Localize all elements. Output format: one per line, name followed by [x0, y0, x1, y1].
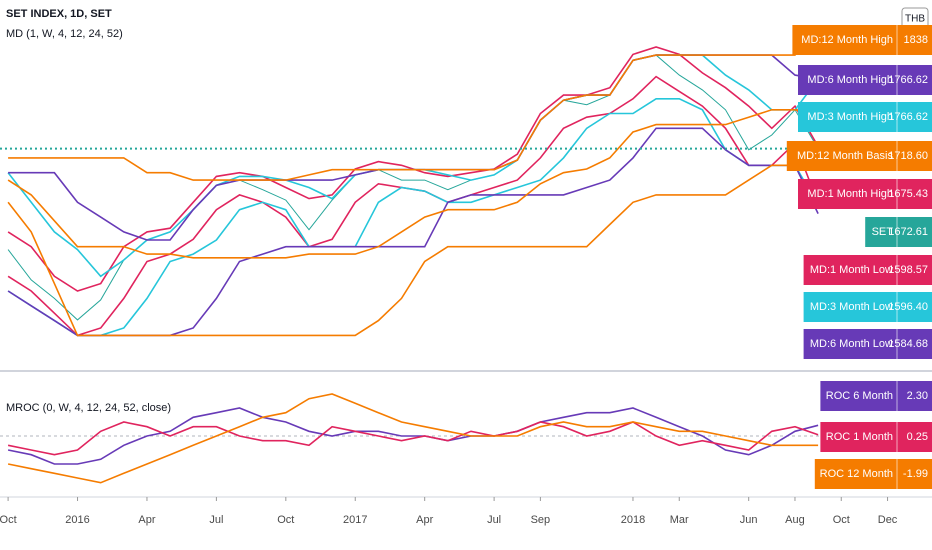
x-tick-label: Dec	[878, 514, 898, 526]
x-tick-label: Oct	[833, 514, 850, 526]
x-tick-label: Apr	[416, 514, 433, 526]
label-name: MD:1 Month High	[807, 188, 893, 200]
currency: THB	[905, 14, 925, 25]
x-tick-label: Oct	[277, 514, 294, 526]
label-value: 2.30	[907, 390, 928, 402]
label-box	[820, 381, 932, 411]
label-name: MD:3 Month Low	[810, 301, 893, 313]
indicator-title: MROC (0, W, 4, 12, 24, 52, close)	[6, 402, 171, 414]
label-value: 1766.62	[888, 74, 928, 86]
series-line	[8, 25, 819, 181]
label-box	[803, 329, 932, 359]
label-value: 1766.62	[888, 111, 928, 123]
label-name: ROC 6 Month	[826, 390, 893, 402]
x-tick-label: 2017	[343, 514, 367, 526]
label-name: ROC 1 Month	[826, 431, 893, 443]
label-name: MD:6 Month Low	[810, 338, 893, 350]
x-tick-label: Mar	[670, 514, 689, 526]
chart-title: SET INDEX, 1D, SET	[6, 8, 112, 20]
series-line	[7, 157, 819, 337]
x-tick-label: Oct	[0, 514, 17, 526]
label-name: MD:12 Month High	[801, 34, 893, 46]
label-value: 1672.61	[888, 226, 928, 238]
label-value: 1584.68	[888, 338, 928, 350]
label-name: MD:6 Month High	[807, 74, 893, 86]
series-line	[7, 421, 819, 456]
x-tick-label: Jun	[740, 514, 758, 526]
x-tick-label: Sep	[531, 514, 551, 526]
label-value: 1596.40	[888, 301, 928, 313]
label-name: MD:12 Month Basis	[797, 150, 893, 162]
label-box	[820, 422, 932, 452]
label-box	[798, 65, 932, 95]
x-tick-label: Aug	[785, 514, 805, 526]
x-tick-label: Jul	[487, 514, 501, 526]
indicator-title: MD (1, W, 4, 12, 24, 52)	[6, 28, 123, 40]
label-value: 0.25	[907, 431, 928, 443]
series-line	[7, 98, 819, 337]
label-value: 1718.60	[888, 150, 928, 162]
label-value: 1598.57	[888, 264, 928, 276]
label-value: 1838	[904, 34, 928, 46]
series-line	[7, 407, 819, 465]
series-line	[7, 109, 819, 259]
x-tick-label: 2018	[621, 514, 645, 526]
label-box	[792, 25, 932, 55]
label-value: -1.99	[903, 468, 928, 480]
label-box	[865, 217, 932, 247]
label-box	[786, 141, 932, 171]
label-box	[798, 179, 932, 209]
label-box	[803, 255, 932, 285]
x-tick-label: 2016	[65, 514, 89, 526]
label-box	[798, 102, 932, 132]
label-value: 1675.43	[888, 188, 928, 200]
label-name: SET	[872, 226, 894, 238]
series-line	[7, 393, 819, 484]
label-name: ROC 12 Month	[820, 468, 893, 480]
label-box	[803, 292, 932, 322]
x-tick-label: Apr	[138, 514, 155, 526]
label-name: MD:1 Month Low	[810, 264, 893, 276]
label-name: MD:3 Month High	[807, 111, 893, 123]
label-box	[814, 459, 932, 489]
x-tick-label: Jul	[209, 514, 223, 526]
